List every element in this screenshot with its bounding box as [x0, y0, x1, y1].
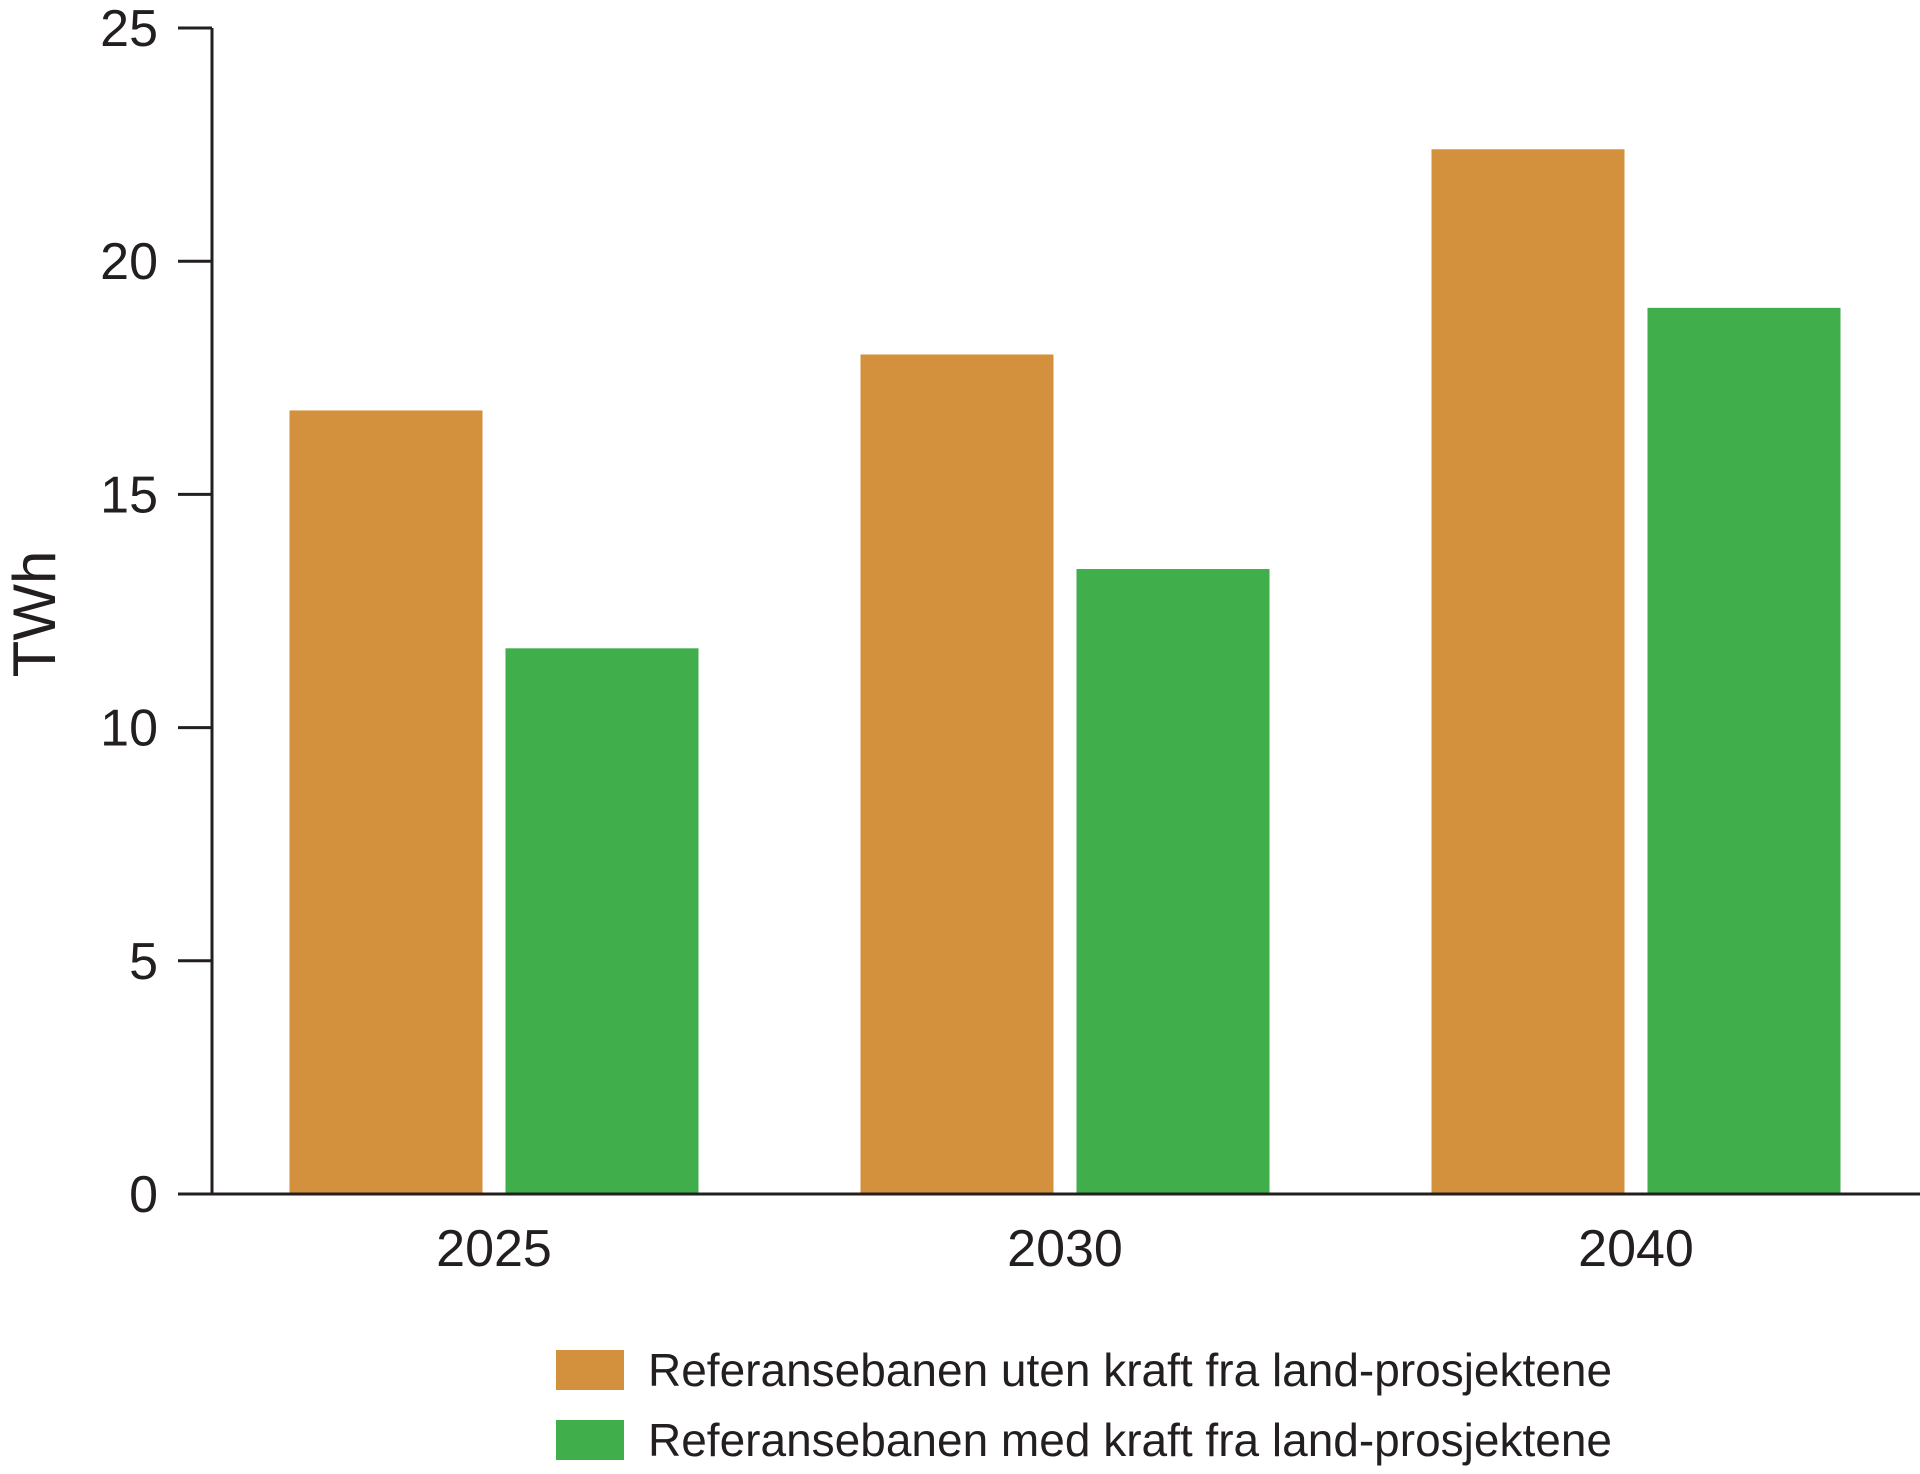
- bar-2030-series-1: [860, 354, 1054, 1195]
- bars-group: [289, 149, 1841, 1195]
- y-tick-label-10: 10: [100, 700, 158, 758]
- bar-2025-series-2: [505, 648, 699, 1194]
- y-axis-title-group: TWh: [1, 551, 68, 678]
- bar-2040-series-1: [1431, 149, 1625, 1194]
- legend-swatch-2: [556, 1420, 624, 1460]
- x-tick-label-2040: 2040: [1578, 1220, 1694, 1278]
- bar-2040-series-2: [1647, 307, 1841, 1195]
- x-tick-label-2030: 2030: [1007, 1220, 1123, 1278]
- y-tick-label-5: 5: [129, 933, 158, 991]
- y-tick-label-20: 20: [100, 233, 158, 291]
- y-ticks-group: 0 5 10 15 20 25: [100, 0, 212, 1224]
- legend-label-1: Referansebanen uten kraft fra land-prosj…: [648, 1344, 1612, 1396]
- axes-group: [178, 28, 1920, 1196]
- x-tick-label-2025: 2025: [436, 1220, 552, 1278]
- legend-swatch-1: [556, 1350, 624, 1390]
- y-tick-label-25: 25: [100, 0, 158, 58]
- bar-2025-series-1: [289, 410, 483, 1194]
- legend-label-2: Referansebanen med kraft fra land-prosje…: [648, 1414, 1612, 1466]
- x-ticks-group: 2025 2030 2040: [436, 1220, 1694, 1278]
- y-axis-title: TWh: [1, 551, 68, 678]
- legend: Referansebanen uten kraft fra land-prosj…: [556, 1344, 1612, 1466]
- y-tick-label-0: 0: [129, 1166, 158, 1224]
- bar-2030-series-2: [1076, 569, 1270, 1194]
- y-tick-label-15: 15: [100, 466, 158, 524]
